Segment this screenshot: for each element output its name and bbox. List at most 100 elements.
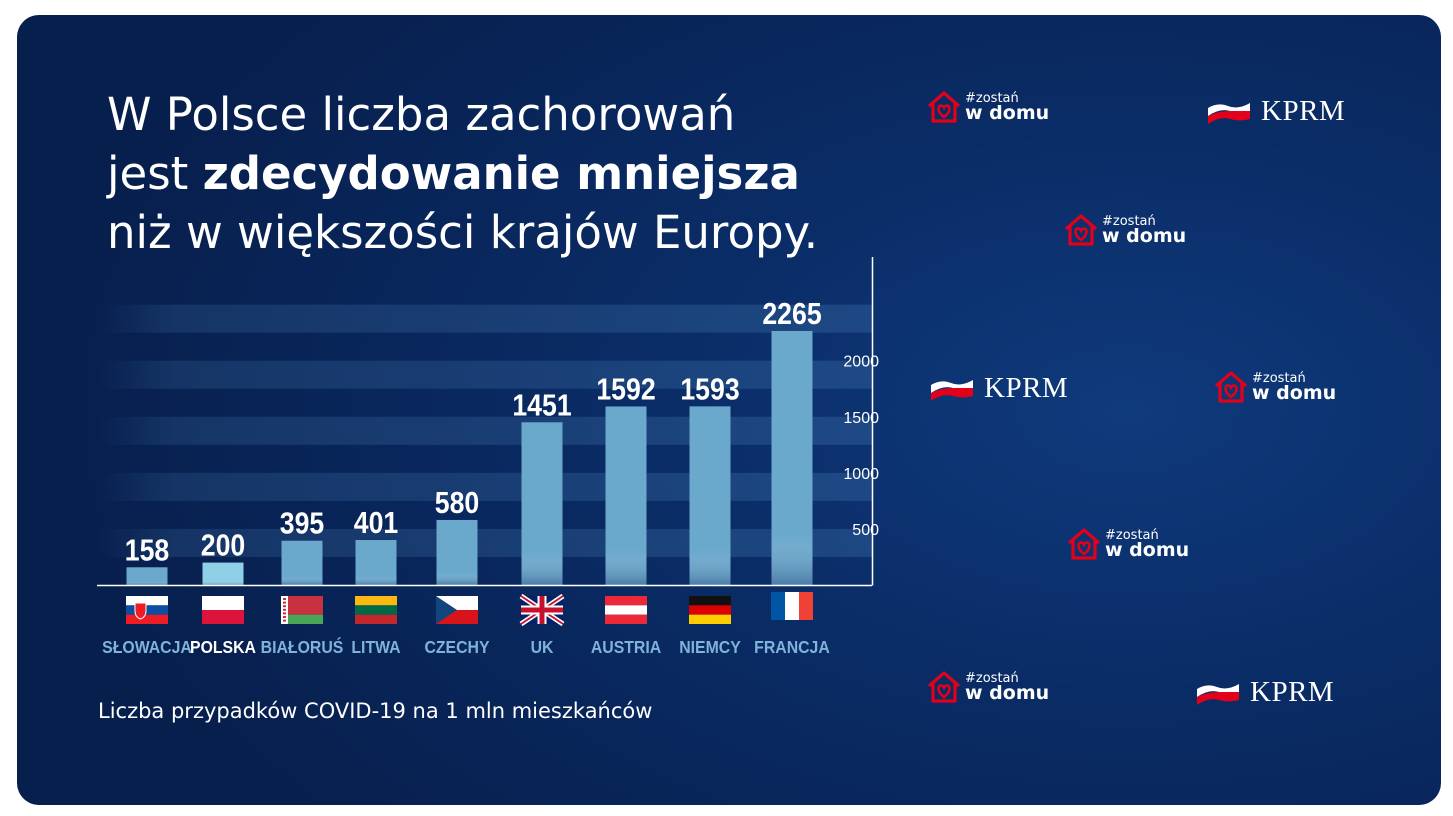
flag-ornament-dot: [283, 598, 286, 600]
zostan-tag: #zostań: [1252, 370, 1306, 386]
grid-band: [97, 416, 872, 445]
house-heart-icon: [927, 91, 961, 123]
bar-shade: [281, 540, 323, 585]
category-label: UK: [531, 637, 555, 657]
flag-stripe: [126, 605, 168, 615]
value-labels: 158 200 395 401 580 1451 1592 1593 2265: [125, 297, 822, 568]
bar-chart: 158 200 395 401 580 1451 1592 1593 2265 500 1000 1…: [97, 257, 879, 657]
flag-uk-icon: [519, 593, 565, 627]
headline-line-2-regular: jest: [107, 147, 203, 200]
zostan-main: w domu: [965, 681, 1050, 704]
kprm-logo: KPRM: [1195, 676, 1334, 709]
value-label: 1451: [512, 388, 571, 422]
house-heart-icon: [1214, 371, 1248, 403]
category-label: SŁOWACJA: [102, 637, 192, 657]
category-label: FRANCJA: [754, 637, 830, 657]
infographic-card: W Polsce liczba zachorowań jest zdecydow…: [17, 15, 1441, 805]
zostan-w-domu-logo: #zostań w domu: [1066, 526, 1189, 562]
zostan-main: w domu: [1102, 224, 1187, 247]
flag-stripe: [126, 596, 168, 606]
headline-line-3: niż w większości krajów Europy.: [107, 206, 819, 259]
flag-stripe: [605, 596, 647, 606]
y-tick-label: 500: [852, 522, 879, 539]
axes: [97, 257, 874, 587]
polish-flag-icon: [1197, 683, 1239, 705]
bar-shade: [689, 406, 731, 585]
flag-poland-icon: [202, 596, 244, 624]
flag-stripe: [689, 605, 731, 615]
flag-ornament-dot: [283, 612, 286, 615]
flag-stripe: [355, 614, 397, 624]
zostan-tag: #zostań: [965, 90, 1019, 106]
flag-stripe: [202, 596, 244, 610]
y-tick-label: 1500: [843, 410, 879, 427]
flag-austria-icon: [605, 596, 647, 624]
value-label: 580: [435, 486, 479, 520]
zostan-main: w domu: [1105, 538, 1190, 561]
flag-stripe: [202, 610, 244, 624]
headline-line-2: jest zdecydowanie mniejsza: [107, 144, 818, 203]
value-label: 401: [354, 506, 398, 540]
bar-shade: [202, 562, 244, 585]
flag-stripe: [785, 592, 799, 620]
value-label: 395: [280, 507, 324, 541]
category-label: AUSTRIA: [591, 637, 661, 657]
kprm-logo: KPRM: [929, 372, 1068, 405]
value-label: 2265: [762, 297, 821, 331]
grid-bands: [97, 304, 872, 557]
flag-triangle: [436, 596, 457, 624]
zostan-w-domu-logo: #zostań w domu: [1213, 369, 1336, 405]
grid-band: [97, 528, 872, 557]
flag-lithuania-icon: [355, 596, 397, 624]
kprm-logo: KPRM: [1206, 95, 1345, 128]
flag-stripe: [689, 614, 731, 624]
flag-czechia-icon: [436, 596, 478, 624]
polish-flag-icon: [931, 379, 973, 401]
flag-emblem: [134, 602, 147, 620]
flag-stripe: [605, 614, 647, 624]
grid-band: [97, 360, 872, 389]
zostan-tag: #zostań: [965, 670, 1019, 686]
bar-shade: [771, 331, 813, 585]
zostan-tag: #zostań: [1102, 213, 1156, 229]
zostan-w-domu-logo: #zostań w domu: [926, 89, 1049, 125]
bar-shade: [521, 422, 563, 585]
headline: W Polsce liczba zachorowań jest zdecydow…: [107, 85, 818, 262]
bar-shade: [605, 406, 647, 585]
house-heart-icon: [1067, 528, 1101, 560]
flag-slovakia-icon: [126, 596, 168, 624]
flag-germany-icon: [689, 596, 731, 624]
flag-stripe: [689, 596, 731, 606]
zostan-w-domu-logo: #zostań w domu: [926, 669, 1049, 705]
country-flags: [126, 592, 813, 627]
category-label: BIAŁORUŚ: [261, 637, 344, 657]
category-label: POLSKA: [190, 637, 256, 657]
flag-ornament-dot: [283, 605, 286, 608]
bar-shade: [355, 540, 397, 585]
zostan-main: w domu: [1252, 381, 1337, 404]
zostan-tag: #zostań: [1105, 527, 1159, 543]
kprm-text: KPRM: [1250, 676, 1335, 708]
flag-stripe: [355, 596, 397, 606]
zostan-main: w domu: [965, 101, 1050, 124]
bar-shade: [436, 519, 478, 585]
value-label: 1593: [680, 373, 739, 407]
grid-band: [97, 304, 872, 333]
chart-caption: Liczba przypadków COVID-19 na 1 mln mies…: [98, 699, 653, 723]
polish-flag-icon: [1208, 102, 1250, 124]
flag-france-icon: [771, 592, 813, 620]
headline-line-2-bold: zdecydowanie mniejsza: [202, 147, 800, 200]
headline-line-1: W Polsce liczba zachorowań: [107, 88, 736, 141]
grid-band: [97, 472, 872, 501]
zostan-w-domu-logo: #zostań w domu: [1063, 212, 1186, 248]
flag-stripe: [355, 605, 397, 615]
kprm-text: KPRM: [1261, 95, 1346, 127]
house-heart-icon: [1064, 214, 1098, 246]
value-label: 200: [201, 529, 245, 563]
flag-ornament-dot: [283, 608, 286, 611]
value-label: 158: [125, 533, 169, 567]
category-label: LITWA: [351, 637, 400, 657]
flag-stripe: [281, 614, 323, 624]
kprm-text: KPRM: [984, 372, 1069, 404]
bar-shade: [126, 567, 168, 585]
